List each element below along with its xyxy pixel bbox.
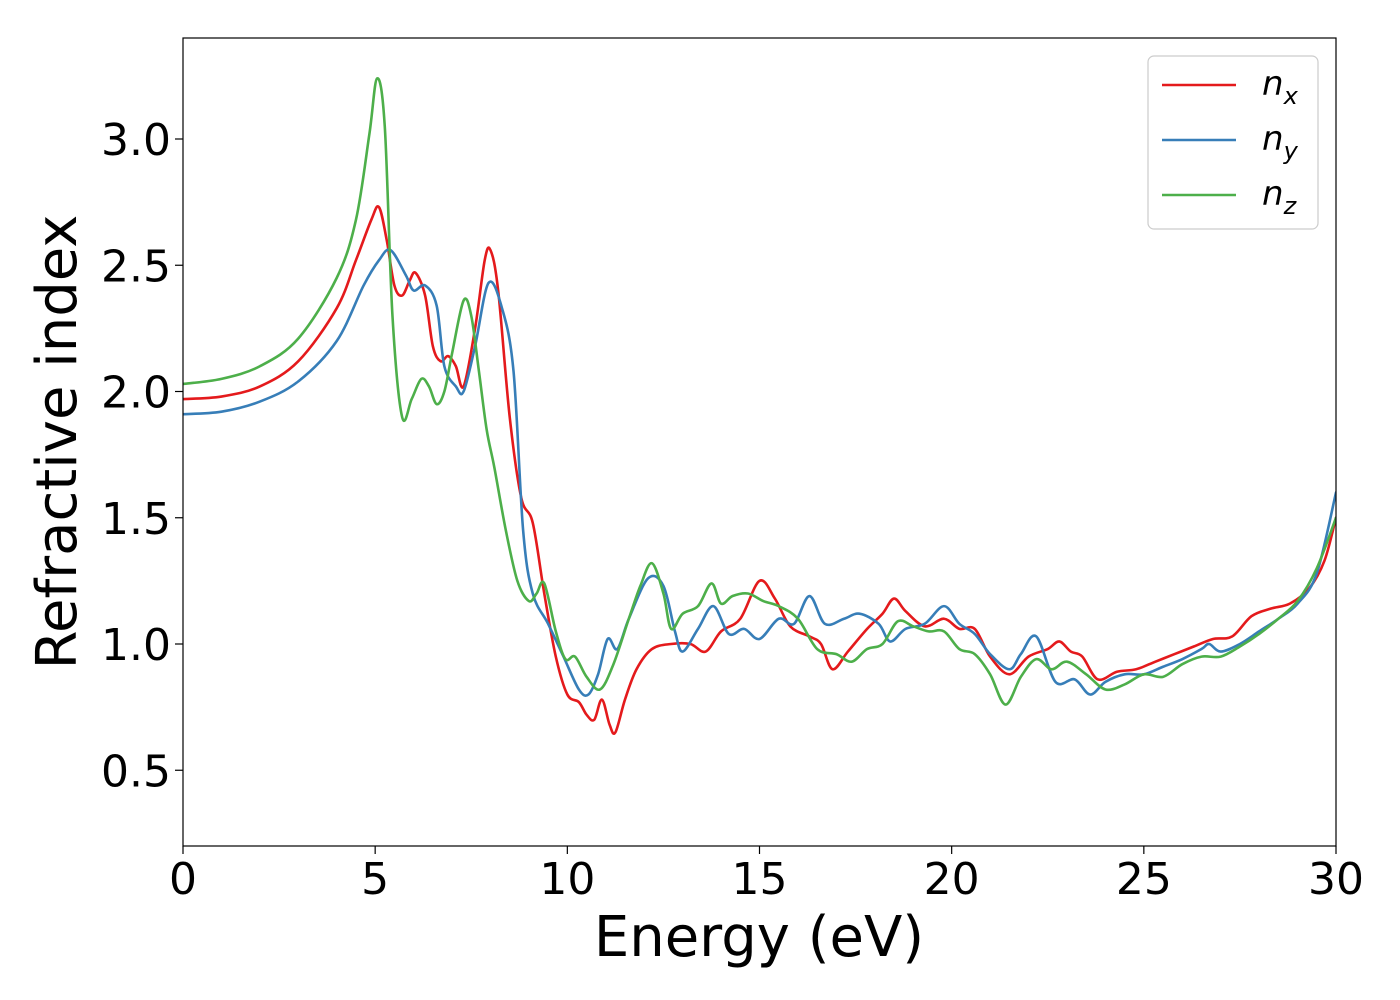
series-line-n_z [183, 77, 1336, 706]
legend: nx ny nz [1147, 55, 1319, 230]
y-tick-label: 1.5 [101, 494, 171, 545]
x-tick-label: 30 [1308, 854, 1364, 905]
y-tick-label: 2.5 [101, 241, 171, 292]
y-axis-ticks: 0.5 1.0 1.5 2.0 2.5 3.0 [101, 115, 183, 797]
y-tick-label: 1.0 [101, 620, 171, 671]
y-tick-label: 2.0 [101, 368, 171, 419]
x-axis-ticks: 0 5 10 15 20 25 30 [169, 846, 1364, 905]
legend-box [1147, 55, 1319, 230]
y-tick-label: 0.5 [101, 746, 171, 797]
legend-label-n_x: nx [1262, 64, 1299, 110]
x-tick-label: 15 [732, 854, 788, 905]
x-tick-label: 20 [924, 854, 980, 905]
x-tick-label: 10 [539, 854, 595, 905]
series-line-n_y [183, 248, 1336, 697]
legend-label-n_y: ny [1262, 119, 1299, 165]
series-line-n_x [183, 205, 1336, 736]
x-tick-label: 25 [1116, 854, 1172, 905]
y-tick-label: 3.0 [101, 115, 171, 166]
y-axis-title: Refractive index [25, 215, 90, 670]
legend-label-n_z: nz [1262, 174, 1298, 220]
x-tick-label: 0 [169, 854, 197, 905]
x-axis-title: Energy (eV) [594, 905, 924, 970]
x-tick-label: 5 [361, 854, 389, 905]
series-lines [183, 77, 1336, 736]
